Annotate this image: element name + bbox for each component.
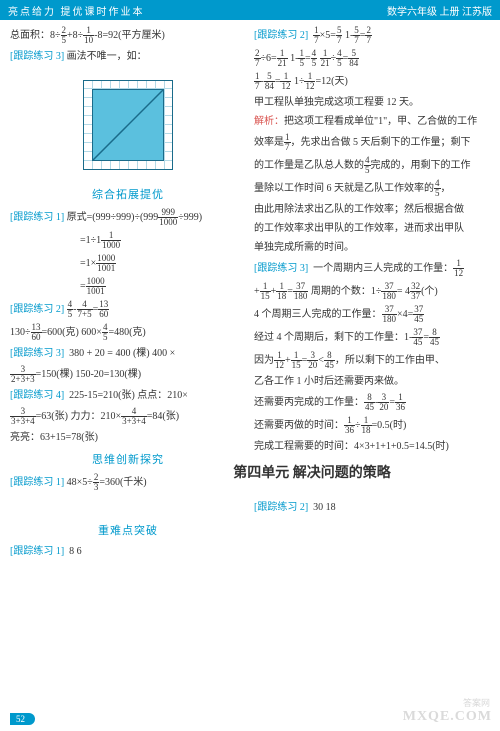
unit-4-title-left xyxy=(10,500,246,516)
page-number: 52 xyxy=(10,713,35,725)
explain-1: 解析：把这项工程看成单位"1"，甲、乙合做的工作 xyxy=(254,114,490,129)
explain-4: 量除以工作时间 6 天就是乙队工作效率的45， xyxy=(254,179,490,198)
comp-t2-l2: 130÷1360=600(克) 600×45=480(克) xyxy=(10,323,246,342)
r-track-3: [跟踪练习 3] 一个周期内三人完成的工作量：112 xyxy=(254,259,490,278)
explain-5: 由此用除法求出乙队的工作效率；然后根据合做 xyxy=(254,202,490,217)
explain-3: 的工作量是乙队总人数的45完成的，用剩下的工作 xyxy=(254,156,490,175)
left-column: 总面积：8÷25+8÷110-8=92(平方厘米) [跟踪练习 3] 画法不唯一… xyxy=(10,26,246,563)
diagram-diagonal xyxy=(92,89,164,161)
comp-track-4: [跟踪练习 4] 225-15=210(张) 点点：210× xyxy=(10,388,246,403)
track-3: [跟踪练习 3] 画法不唯一，如： xyxy=(10,49,246,64)
r3-l2: +115+118=37180 周期的个数：1÷37180= 43237(个) xyxy=(254,282,490,301)
comp-t1-l2: =1÷111000 xyxy=(10,231,246,250)
r3-l8: 还需要丙做的时间：136÷118=0.5(时) xyxy=(254,416,490,435)
r3-l3: 4 个周期三人完成的工作量：37180×4=3745 xyxy=(254,305,490,324)
comp-track-1: [跟踪练习 1] 原式=(999÷999)÷(9999991000÷999) xyxy=(10,208,246,227)
comp-t1-l4: =10001001 xyxy=(10,277,246,296)
section-difficulty: 重难点突破 xyxy=(10,522,246,538)
r3-l4: 经过 4 个周期后，剩下的工作量：1-3745=845 xyxy=(254,328,490,347)
explain-2: 效率是17，先求出合做 5 天后剩下的工作量；剩下 xyxy=(254,133,490,152)
comp-t1-l3: =1×10001001 xyxy=(10,254,246,273)
page-footer: 52 xyxy=(10,714,35,725)
watermark-small: 答案网 xyxy=(463,696,490,709)
r1-l2: 27÷6=121 1-15=45 121÷45=584 xyxy=(254,49,490,68)
book-title: 亮点给力 提优课时作业本 xyxy=(8,3,387,18)
book-subtitle: 数学六年级 上册 江苏版 xyxy=(387,3,492,18)
comp-t4-l3: 亮亮：63+15=78(张) xyxy=(10,430,246,445)
r3-l6: 乙各工作 1 小时后还需要丙来做。 xyxy=(254,374,490,389)
diff-track-2: [跟踪练习 2] 30 18 xyxy=(254,500,490,515)
section-comprehensive: 综合拓展提优 xyxy=(10,186,246,202)
page-content: 总面积：8÷25+8÷110-8=92(平方厘米) [跟踪练习 3] 画法不唯一… xyxy=(0,20,500,567)
grid-diagram xyxy=(73,70,183,180)
explain-6: 的工作效率求出甲队的工作效率，进而求出甲队 xyxy=(254,221,490,236)
explain-7: 单独完成所需的时间。 xyxy=(254,240,490,255)
area-line: 总面积：8÷25+8÷110-8=92(平方厘米) xyxy=(10,26,246,45)
r3-l5: 因为112+115=320<845，所以剩下的工作由甲、 xyxy=(254,351,490,370)
comp-t3-l2: 32+3+3=150(棵) 150-20=130(棵) xyxy=(10,365,246,384)
unit-4-title: 第四单元 解决问题的策略 xyxy=(134,462,490,482)
comp-track-2: [跟踪练习 2] 45-47+5=1360 xyxy=(10,300,246,319)
watermark: MXQE.COM xyxy=(403,709,492,725)
r1-l4: 甲工程队单独完成这项工程要 12 天。 xyxy=(254,95,490,110)
right-column: [跟踪练习 2] 17×5=57 1-57=27 27÷6=121 1-15=4… xyxy=(254,26,490,563)
diff-track-1: [跟踪练习 1] 8 6 xyxy=(10,544,246,559)
r3-l9: 完成工程需要的时间：4×3+1+1+0.5=14.5(时) xyxy=(254,439,490,454)
comp-t4-l2: 33+3+4=63(张) 力力：210×43+3+4=84(张) xyxy=(10,407,246,426)
page-header: 亮点给力 提优课时作业本 数学六年级 上册 江苏版 xyxy=(0,0,500,20)
comp-track-3: [跟踪练习 3] 380 + 20 = 400 (棵) 400 × xyxy=(10,346,246,361)
r-track-2: [跟踪练习 2] 17×5=57 1-57=27 xyxy=(254,26,490,45)
r3-l7: 还需要丙完成的工作量：845-320=136 xyxy=(254,393,490,412)
r1-l3: 17-584=112 1÷112=12(天) xyxy=(254,72,490,91)
